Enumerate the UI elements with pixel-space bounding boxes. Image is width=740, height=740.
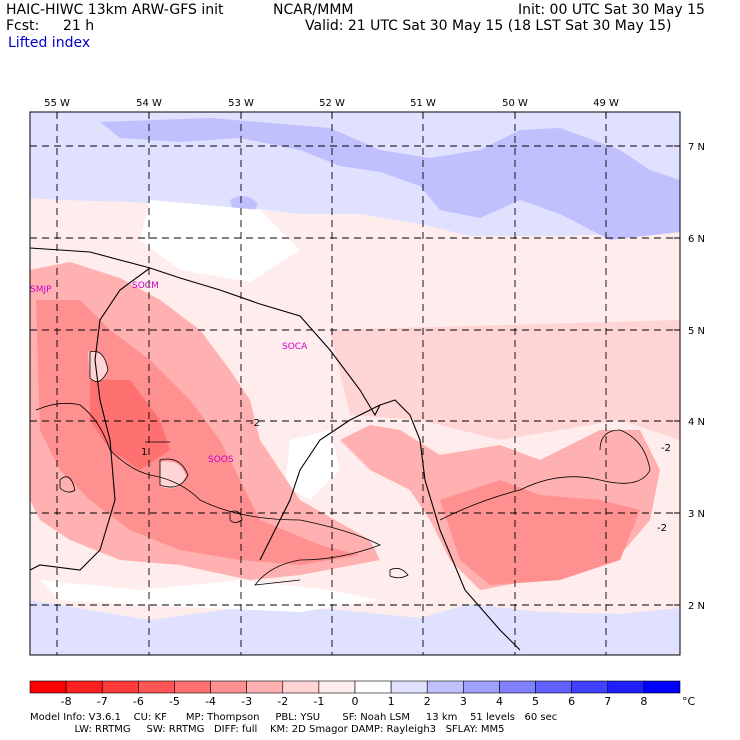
colorbar-swatch <box>390 680 428 694</box>
lat-label: 7 N <box>688 142 705 153</box>
organization-label: NCAR/MMM <box>273 2 354 18</box>
colorbar-tick-label: 6 <box>568 695 575 708</box>
contour-label: -2 <box>661 443 671 454</box>
stable-blob-2 <box>440 191 470 211</box>
colorbar-unit: °C <box>682 695 696 708</box>
contour-label: 1 <box>141 447 147 458</box>
stable-core-north <box>100 118 680 240</box>
tick-marks <box>56 112 680 606</box>
lon-label: 49 W <box>593 98 619 109</box>
colorbar-tick-label: 3 <box>460 695 467 708</box>
colorbar-tick-label: -4 <box>205 695 216 708</box>
field-name: Lifted index <box>8 35 91 51</box>
lon-label: 52 W <box>319 98 345 109</box>
lon-label: 53 W <box>228 98 254 109</box>
contour-labels: -2 -2 -2 1 <box>141 418 671 534</box>
station-label: SMJP <box>30 285 52 295</box>
colorbar-swatch <box>101 680 139 694</box>
latitude-labels: 7 N 6 N 5 N 4 N 3 N 2 N <box>688 142 705 612</box>
forecast-hour: 21 h <box>63 18 95 34</box>
unstable-west-max <box>90 380 170 470</box>
colorbar-swatch <box>65 680 103 694</box>
colorbar-tick-label: 0 <box>352 695 359 708</box>
colorbar-tick-label: 5 <box>532 695 539 708</box>
neutral-hole-west-2 <box>160 461 186 489</box>
unstable-east-core <box>440 480 640 585</box>
neutral-patch-3 <box>40 580 380 612</box>
stable-area-south <box>30 600 680 655</box>
colorbar-tick-label: -7 <box>97 695 108 708</box>
lon-label: 55 W <box>44 98 70 109</box>
colorbar-swatch <box>463 680 500 694</box>
border-line <box>29 267 151 571</box>
colorbar-swatch <box>174 680 211 694</box>
colorbar-swatch <box>282 680 320 694</box>
unstable-west-core <box>36 300 360 565</box>
colorbar-swatch <box>246 680 284 694</box>
model-info-line-1: Model Info: V3.6.1 CU: KF MP: Thompson P… <box>30 712 558 723</box>
colorbar-tick-label: 2 <box>424 695 431 708</box>
plot-frame <box>29 111 681 656</box>
colorbar-tick-label: 8 <box>640 695 647 708</box>
colorbar-swatch <box>29 680 67 694</box>
station-label: SOCM <box>132 281 159 291</box>
unstable-ocean <box>330 320 680 440</box>
forecast-label: Fcst: <box>6 18 40 34</box>
colorbar-tick-label: -3 <box>241 695 252 708</box>
contour-label: -2 <box>657 523 667 534</box>
colorbar: -8 -7 -6 -5 -4 -3 -2 -1 0 1 2 3 4 5 6 7 8 °C <box>29 680 696 708</box>
colorbar-swatch <box>643 680 681 694</box>
coastline <box>29 247 521 651</box>
colorbar-swatch <box>535 680 572 694</box>
colorbar-swatch <box>571 680 609 694</box>
colorbar-swatch <box>138 680 175 694</box>
lat-label: 4 N <box>688 417 705 428</box>
colorbar-tick-label: -6 <box>133 695 144 708</box>
colorbar-tick-label: 4 <box>496 695 503 708</box>
contours <box>35 351 651 586</box>
colorbar-swatch <box>354 680 392 694</box>
lat-label: 3 N <box>688 509 705 520</box>
lat-label: 6 N <box>688 234 705 245</box>
lat-lon-grid <box>30 112 680 655</box>
colorbar-tick-label: -8 <box>61 695 72 708</box>
lat-label: 2 N <box>688 601 705 612</box>
station-labels: SMJP SOCM SOCA SOOS <box>30 281 308 465</box>
station-label: SOCA <box>282 342 308 352</box>
colorbar-swatch <box>426 680 464 694</box>
lon-label: 50 W <box>502 98 528 109</box>
colorbar-tick-label: 7 <box>604 695 611 708</box>
neutral-patch-2 <box>285 430 340 500</box>
border-line-2 <box>259 404 381 561</box>
longitude-labels: 55 W 54 W 53 W 52 W 51 W 50 W 49 W <box>44 98 619 109</box>
colorbar-swatch <box>607 680 645 694</box>
neutral-patch-1 <box>140 200 300 282</box>
lon-label: 51 W <box>410 98 436 109</box>
colorbar-swatch <box>499 680 536 694</box>
colorbar-swatch <box>210 680 247 694</box>
contour-label: -2 <box>250 418 260 429</box>
lat-label: 5 N <box>688 326 705 337</box>
neutral-hole-west <box>88 351 108 382</box>
colorbar-tick-label: -2 <box>277 695 288 708</box>
colorbar-tick-label: 1 <box>388 695 395 708</box>
init-time: Init: 00 UTC Sat 30 May 15 <box>518 2 705 18</box>
valid-time: Valid: 21 UTC Sat 30 May 15 (18 LST Sat … <box>305 18 672 34</box>
lon-label: 54 W <box>136 98 162 109</box>
station-label: SOOS <box>208 455 234 465</box>
colorbar-tick-label: -1 <box>313 695 324 708</box>
model-title: HAIC-HIWC 13km ARW-GFS init <box>6 2 224 18</box>
colorbar-swatch <box>318 680 356 694</box>
coastline-west <box>29 247 521 651</box>
model-info-line-2: LW: RRTMG SW: RRTMG DIFF: full KM: 2D Sm… <box>30 724 505 735</box>
colorbar-tick-label: -5 <box>169 695 180 708</box>
